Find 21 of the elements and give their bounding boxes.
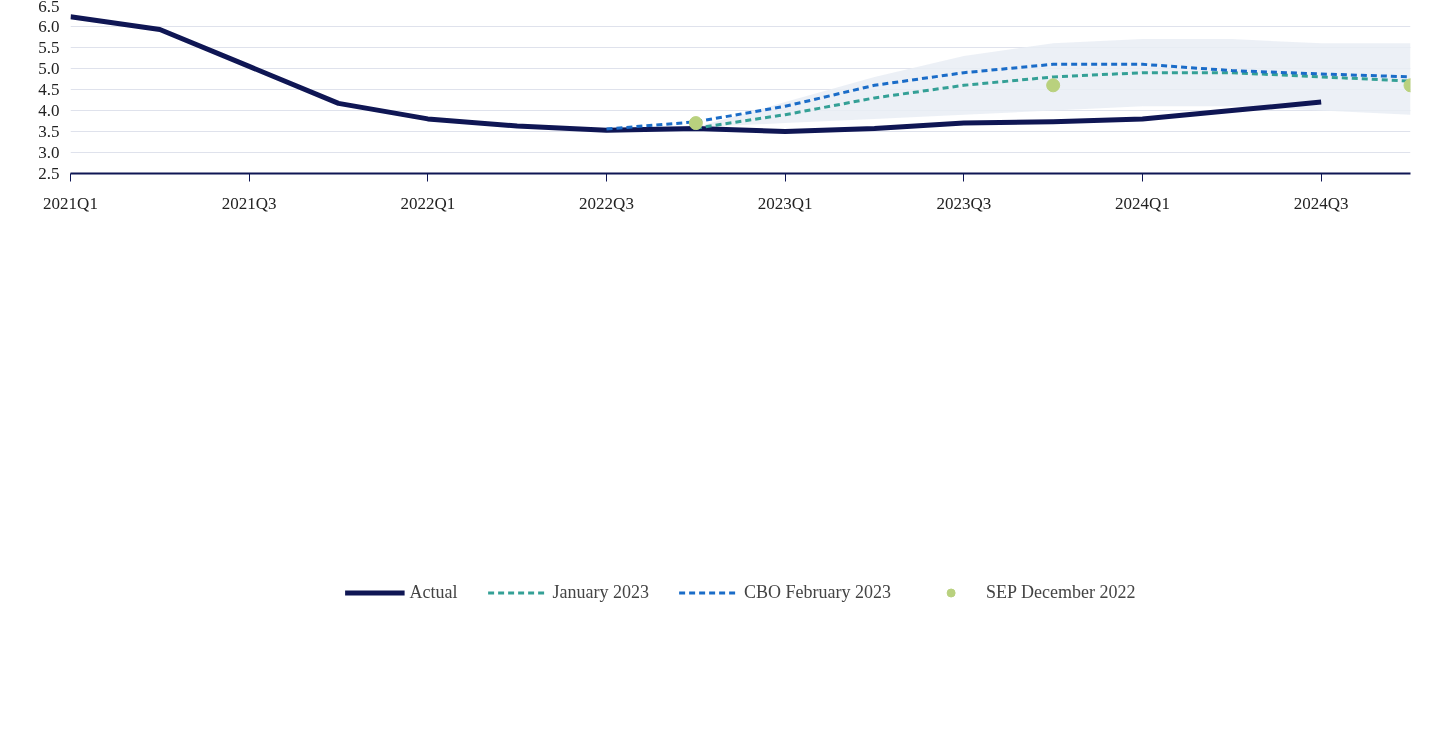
- x-tick-label: 2022Q1: [400, 193, 456, 213]
- y-tick-label: 2.5: [38, 164, 60, 183]
- legend-label: Actual: [409, 581, 458, 603]
- y-tick-label: 5.5: [38, 38, 60, 57]
- legend-label: CBO February 2023: [744, 581, 892, 603]
- x-tick-label: 2023Q3: [936, 193, 992, 213]
- y-tick-label: 3.0: [38, 143, 60, 162]
- x-tick-label: 2021Q1: [43, 193, 98, 213]
- y-tick-label: 6.0: [38, 17, 60, 36]
- y-tick-label: 4.0: [38, 101, 60, 120]
- legend-label: January 2023: [552, 581, 650, 603]
- y-tick-label: 3.5: [38, 122, 60, 141]
- x-tick-label: 2024Q3: [1293, 193, 1349, 213]
- legend-label: SEP December 2022: [986, 581, 1136, 603]
- x-tick-label: 2022Q3: [579, 193, 634, 213]
- x-tick-label: 2021Q3: [221, 193, 277, 213]
- x-tick-label: 2024Q1: [1115, 193, 1170, 213]
- y-tick-label: 4.5: [38, 80, 60, 99]
- y-tick-label: 5.0: [38, 59, 60, 78]
- y-tick-label: 6.5: [38, 0, 60, 16]
- x-tick-label: 2023Q1: [757, 193, 813, 213]
